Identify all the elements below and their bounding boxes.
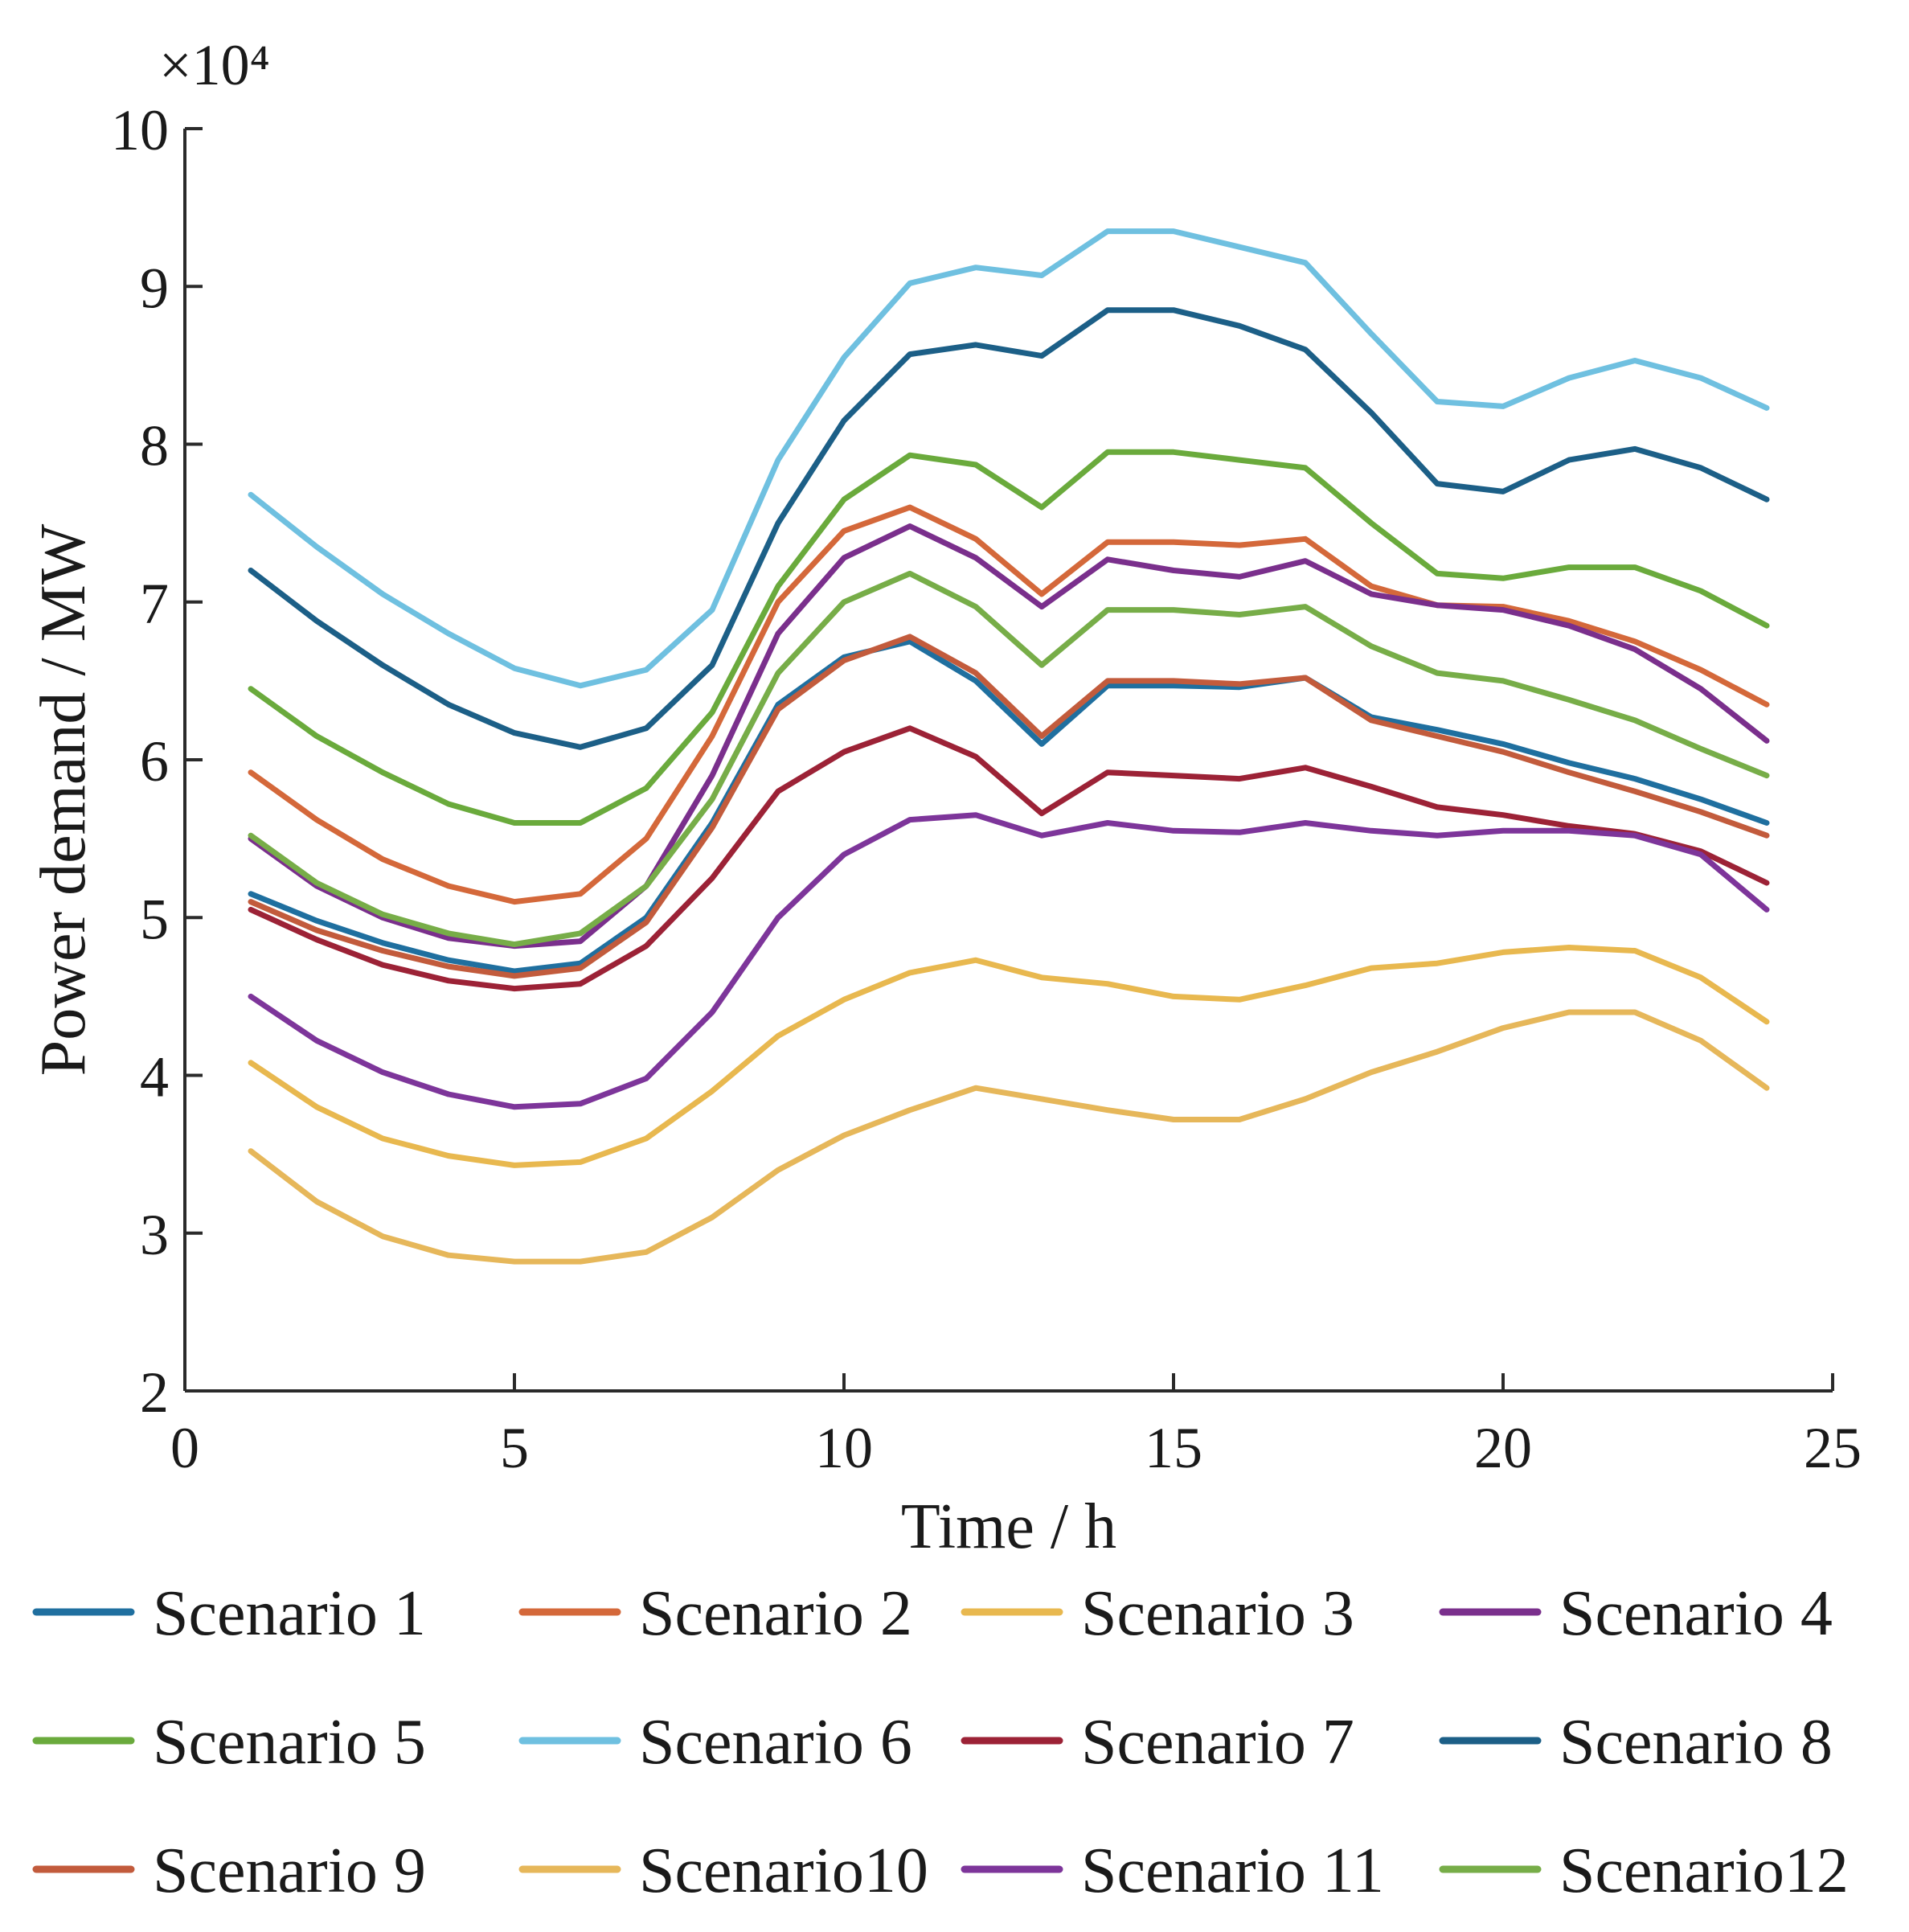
x-tick-label: 25 [1804,1416,1862,1480]
y-tick-label: 7 [140,572,169,636]
legend-label-8: Scenario 8 [1559,1707,1833,1778]
series-line-6 [248,228,1770,689]
series-line-2 [248,504,1770,905]
legend-label-10: Scenario10 [639,1836,928,1906]
legend-label-2: Scenario 2 [639,1578,912,1649]
y-tick-label: 6 [140,729,169,794]
x-tick-label: 10 [815,1416,873,1480]
y-exponent-label: ×10⁴ [159,33,270,97]
series-line-3 [248,945,1770,1168]
series-line-9 [248,634,1770,979]
x-axis-title: Time / h [901,1491,1116,1562]
legend-label-12: Scenario12 [1559,1836,1849,1906]
legend-label-1: Scenario 1 [153,1578,426,1649]
y-tick-label: 8 [140,414,169,478]
series-line-10 [248,1009,1770,1265]
x-tick-label: 20 [1474,1416,1532,1480]
x-tick-label: 5 [500,1416,529,1480]
y-tick-label: 10 [111,98,169,162]
y-tick-label: 2 [140,1360,169,1425]
series-layer [248,228,1770,1265]
legend-label-9: Scenario 9 [153,1836,426,1906]
series-line-4 [248,523,1770,950]
legend: Scenario 1 Scenario 2 Scenario 3 Scenario 4… [32,1578,1849,1906]
series-line-8 [248,307,1770,750]
series-line-12 [248,570,1770,948]
y-tick-label: 3 [140,1203,169,1267]
legend-label-3: Scenario 3 [1081,1578,1354,1649]
legend-label-5: Scenario 5 [153,1707,426,1778]
legend-label-11: Scenario 11 [1081,1836,1384,1906]
y-tick-label: 9 [140,256,169,320]
x-tick-label: 0 [170,1416,199,1480]
y-tick-label: 4 [140,1045,169,1110]
series-line-1 [248,638,1770,974]
series-line-11 [248,812,1770,1110]
legend-label-7: Scenario 7 [1081,1707,1354,1778]
series-line-7 [248,725,1770,992]
legend-label-4: Scenario 4 [1559,1578,1833,1649]
y-tick-label: 5 [140,887,169,951]
y-axis-title: Power demand / MW [28,523,99,1076]
x-tick-label: 15 [1145,1416,1202,1480]
legend-label-6: Scenario 6 [639,1707,912,1778]
series-line-5 [248,449,1770,826]
